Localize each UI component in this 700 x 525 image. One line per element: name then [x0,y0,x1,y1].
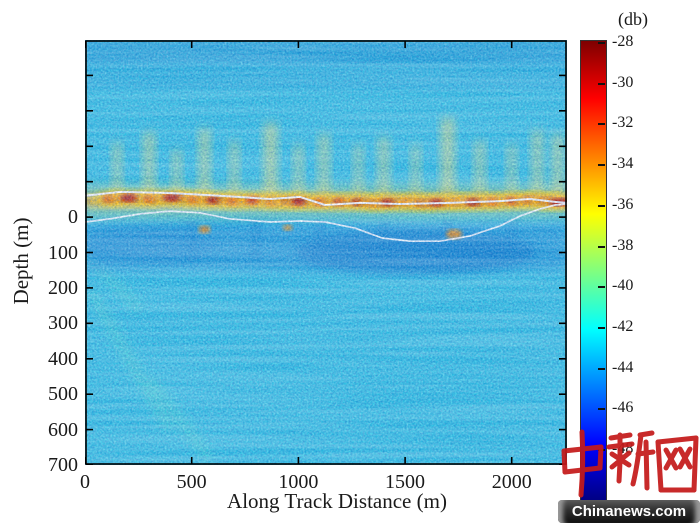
watermark-site-text: Chinanews.com [571,503,687,520]
y-tick-label: 100 [48,241,78,264]
colorbar-title: (db) [618,9,648,29]
colorbar-tick [598,245,605,248]
y-axis-title: Depth (m) [9,217,33,305]
y-tick-label: 700 [48,454,78,476]
colorbar-tick-label: -28 [612,33,634,50]
y-tick-label: 0 [68,206,78,229]
colorbar-tick-label: -42 [612,317,634,335]
colorbar-tick-label: -38 [612,236,634,254]
colorbar-tick-label: -40 [612,277,634,295]
watermark-site-badge: Chinanews.com [558,500,700,523]
colorbar-tick-label: -32 [612,114,634,132]
colorbar-tick [598,164,605,167]
colorbar-tick-label: -44 [612,358,634,376]
colorbar-tick-label: -30 [612,73,634,91]
colorbar-tick [598,42,605,44]
y-tick-label: 500 [48,383,78,406]
colorbar [580,40,607,503]
x-tick-label: 2000 [491,471,532,493]
x-tick-label: 500 [176,471,207,493]
colorbar-tick [598,82,605,85]
y-tick-label: 400 [48,347,78,370]
colorbar-tick-label: -46 [612,399,634,417]
x-tick-label: 0 [80,471,90,493]
colorbar-tick-label: -36 [612,195,634,213]
x-tick-label: 1500 [385,471,426,493]
colorbar-tick [598,408,605,411]
echogram-image [85,40,567,465]
heatmap-plot [85,40,567,465]
x-tick-label: 1000 [278,471,319,493]
colorbar-tick [598,286,605,289]
axis-ticks [85,41,566,465]
colorbar-tick [598,367,605,370]
y-tick-label: 300 [48,312,78,335]
watermark-logo-icon [561,429,699,498]
y-tick-label: 600 [48,418,78,441]
colorbar-tick [598,326,605,329]
colorbar-tick-label: -34 [612,155,634,173]
colorbar-tick [598,123,605,126]
colorbar-tick [598,204,605,207]
x-axis-title: Along Track Distance (m) [227,489,447,513]
y-tick-label: 200 [48,276,78,299]
